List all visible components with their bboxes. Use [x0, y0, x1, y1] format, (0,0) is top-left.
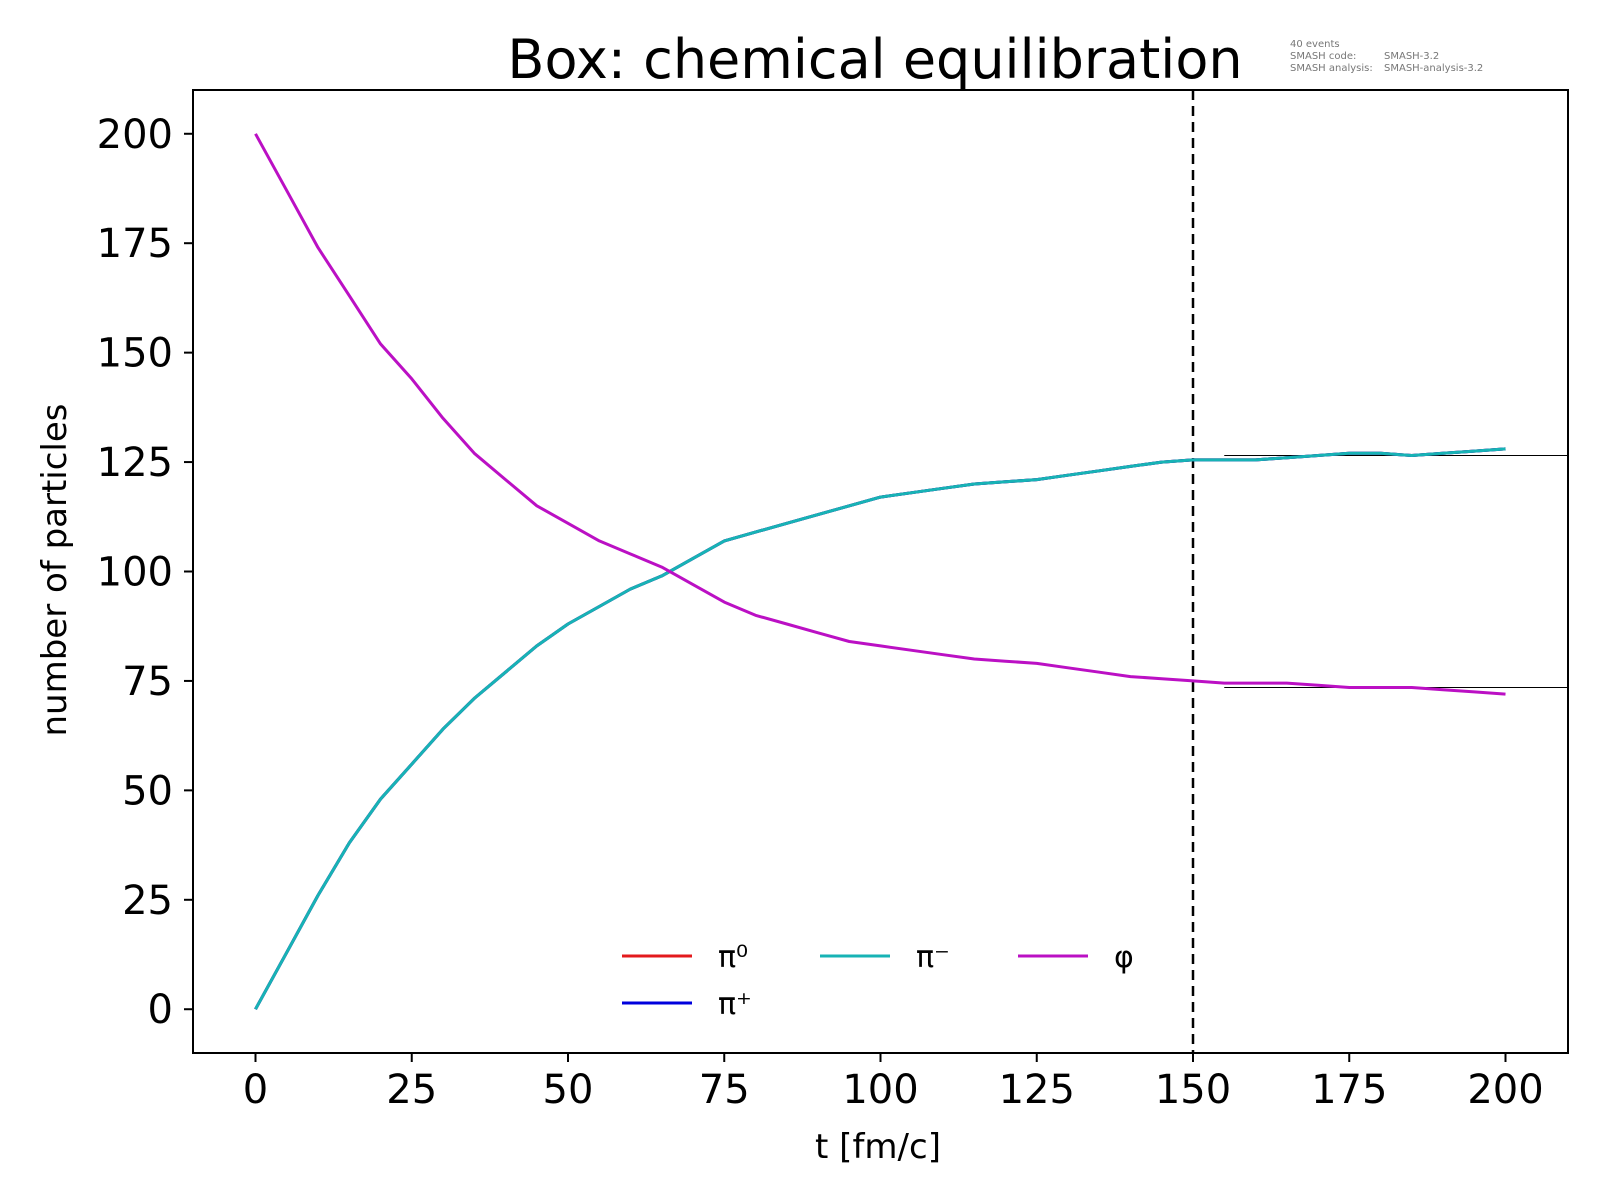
info-box: 40 events SMASH code: SMASH-3.2 SMASH an… — [1290, 39, 1483, 74]
y-tick-label: 100 — [97, 550, 173, 596]
x-tick-label: 125 — [999, 1067, 1075, 1113]
x-tick-label: 150 — [1155, 1067, 1231, 1113]
chart-title: Box: chemical equilibration — [507, 28, 1242, 91]
series-layer — [254, 133, 1506, 1010]
y-tick-label: 125 — [97, 440, 173, 486]
series-line-3 — [254, 133, 1506, 696]
x-tick-label: 100 — [842, 1067, 918, 1113]
info-code-value: SMASH-3.2 — [1384, 51, 1439, 62]
info-code-label: SMASH code: — [1290, 51, 1356, 62]
y-axis-label: number of particles — [35, 403, 75, 736]
y-tick-label: 200 — [97, 112, 173, 158]
x-tick-label: 75 — [699, 1067, 750, 1113]
y-tick-label: 0 — [148, 987, 173, 1033]
x-tick-label: 175 — [1311, 1067, 1387, 1113]
legend: π⁰ π⁺ π⁻ φ — [622, 940, 1134, 1022]
legend-label-3: φ — [1114, 940, 1134, 975]
x-tick-label: 200 — [1467, 1067, 1543, 1113]
series-line-2 — [254, 447, 1506, 1010]
x-axis-label: t [fm/c] — [815, 1127, 941, 1167]
axes: 0 25 50 75 100 125 150 175 200 0 25 50 75 100 125 150 17… — [97, 89, 1569, 1113]
x-tick-label: 50 — [543, 1067, 594, 1113]
y-tick-label: 175 — [97, 221, 173, 267]
y-tick-label: 75 — [122, 659, 173, 705]
info-events: 40 events — [1290, 39, 1340, 50]
legend-label-0: π⁰ — [718, 940, 748, 975]
info-analysis-label: SMASH analysis: — [1290, 63, 1373, 74]
y-tick-label: 25 — [122, 878, 173, 924]
info-analysis-value: SMASH-analysis-3.2 — [1384, 63, 1483, 74]
x-tick-label: 0 — [243, 1067, 268, 1113]
legend-label-2: π⁻ — [916, 940, 950, 975]
x-tick-label: 25 — [386, 1067, 437, 1113]
y-tick-label: 150 — [97, 331, 173, 377]
y-tick-label: 50 — [122, 768, 173, 814]
legend-label-1: π⁺ — [718, 987, 752, 1022]
